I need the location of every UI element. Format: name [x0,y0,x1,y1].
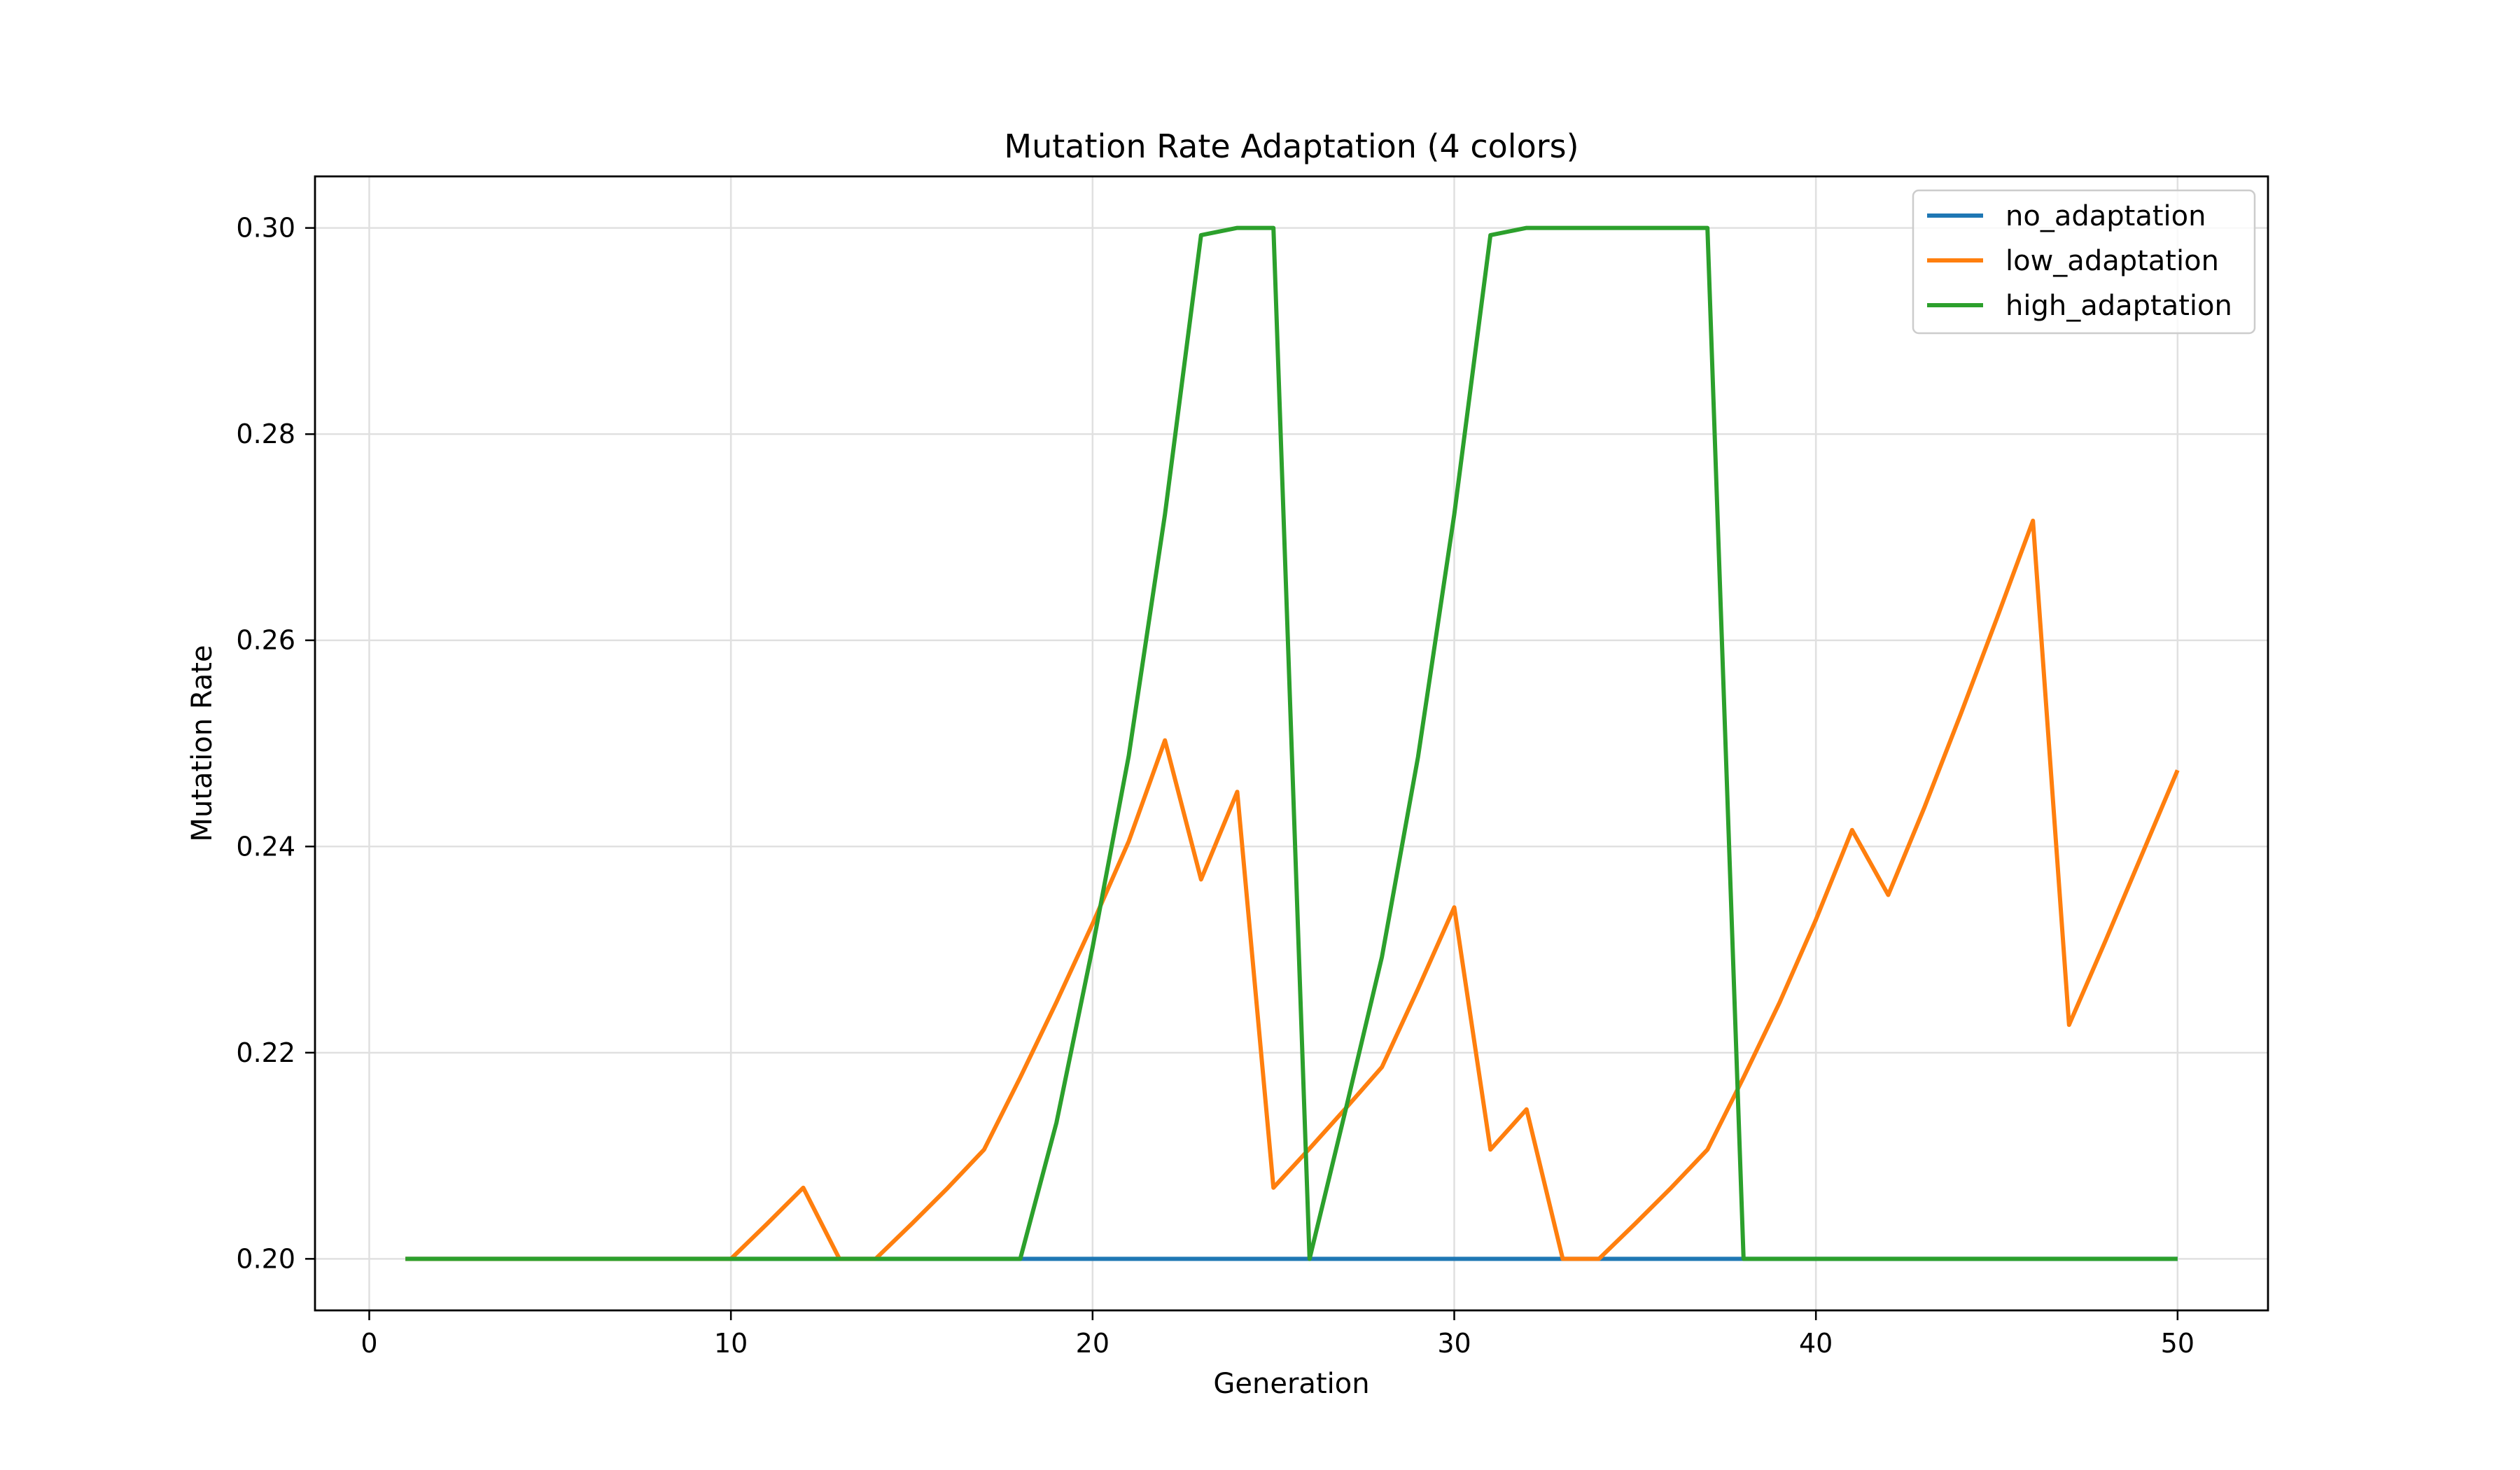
legend-label: no_adaptation [2005,200,2206,232]
series-line-high-adaptation [405,225,2178,1261]
legend: no_adaptation low_adaptation high_adaptati… [1912,189,2256,335]
y-tick-label: 0.24 [236,831,295,862]
y-axis-label: Mutation Rate [186,645,218,841]
legend-label: high_adaptation [2005,290,2232,322]
x-tick-label: 30 [1437,1328,1471,1359]
chart-title: Mutation Rate Adaptation (4 colors) [1004,127,1578,165]
y-tick-label: 0.22 [236,1037,295,1068]
x-axis-label: Generation [1213,1368,1369,1400]
x-axis: 0 10 20 30 40 50 [360,1310,2194,1359]
y-tick-label: 0.28 [236,419,295,449]
x-tick-label: 0 [360,1328,377,1359]
legend-box [1912,189,2256,335]
y-axis: 0.20 0.22 0.24 0.26 0.28 0.30 [236,213,315,1274]
y-tick-label: 0.20 [236,1243,295,1274]
y-tick-label: 0.26 [236,625,295,656]
legend-label: low_adaptation [2005,245,2219,277]
x-tick-label: 20 [1076,1328,1110,1359]
plot-frame [314,175,2269,1312]
x-tick-label: 50 [2161,1328,2194,1359]
y-tick-label: 0.30 [236,213,295,244]
x-tick-label: 40 [1799,1328,1833,1359]
x-tick-label: 10 [714,1328,748,1359]
series-layer [405,225,2180,1261]
